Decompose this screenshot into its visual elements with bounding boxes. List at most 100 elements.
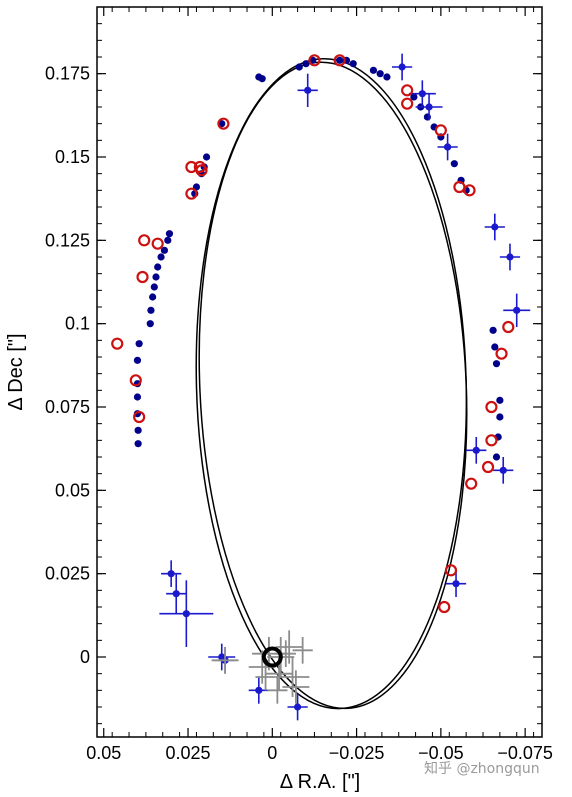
y-tick-label: 0.05 <box>55 480 90 500</box>
data-point <box>452 580 460 588</box>
data-point-open <box>401 97 414 110</box>
data-point <box>472 446 480 454</box>
data-point-open <box>133 410 146 424</box>
data-point <box>496 396 504 404</box>
x-tick-label: −0.025 <box>329 743 385 763</box>
data-point <box>152 273 160 281</box>
data-point <box>154 263 162 271</box>
data-point <box>499 466 507 474</box>
y-tick-label: 0.125 <box>45 230 90 250</box>
axis-ticks: 0.05 0.025 0 −0.025 −0.05 −0.075 0 0.025 0.05 0.0… <box>45 7 553 763</box>
data-point <box>218 120 226 128</box>
data-point <box>383 73 391 81</box>
data-point <box>410 93 418 101</box>
data-points <box>111 53 531 721</box>
data-point <box>295 63 303 71</box>
data-point <box>182 610 190 618</box>
data-point-open <box>465 477 478 490</box>
data-point <box>376 70 384 78</box>
data-point <box>167 570 175 578</box>
data-point <box>336 56 344 64</box>
data-point <box>369 66 378 74</box>
x-tick-label: 0 <box>267 743 277 763</box>
x-axis-label: Δ R.A. ["] <box>280 771 360 793</box>
data-point-open <box>463 184 476 197</box>
data-point <box>146 320 154 328</box>
data-point <box>450 160 458 168</box>
data-point-open <box>185 160 198 174</box>
x-tick-label: −0.05 <box>418 743 464 763</box>
data-point-open <box>481 460 495 474</box>
data-point <box>304 86 312 94</box>
y-tick-label: 0 <box>80 647 90 667</box>
data-point <box>202 153 211 161</box>
data-point <box>135 340 143 348</box>
x-tick-label: −0.075 <box>497 743 553 763</box>
watermark: 知乎 @zhongqun <box>424 760 540 777</box>
y-tick-label: 0.15 <box>55 147 90 167</box>
data-point <box>492 360 501 368</box>
data-point <box>293 703 302 711</box>
data-point <box>172 590 180 598</box>
data-point <box>425 103 433 111</box>
data-point-open <box>495 347 508 360</box>
data-point <box>164 236 172 244</box>
data-point-open <box>453 180 466 194</box>
data-point <box>302 60 310 68</box>
data-point <box>489 326 497 334</box>
data-point <box>398 63 406 71</box>
data-point-open <box>151 237 164 250</box>
data-point <box>134 426 142 434</box>
data-point <box>147 306 155 314</box>
data-point <box>423 113 431 121</box>
data-point <box>491 223 499 231</box>
data-point-open <box>438 600 451 614</box>
data-point-open <box>138 234 151 247</box>
plot-frame <box>96 6 543 738</box>
data-point <box>134 440 142 448</box>
data-point <box>255 686 263 694</box>
data-point-open <box>502 320 515 334</box>
data-point <box>309 56 317 64</box>
data-point-open <box>185 187 198 200</box>
data-point-open <box>485 434 498 447</box>
x-tick-label: 0.025 <box>165 743 210 763</box>
data-point <box>491 343 499 351</box>
data-point <box>160 246 169 254</box>
data-point <box>157 253 165 261</box>
central-star-marker <box>261 646 283 668</box>
data-point-open <box>333 54 346 67</box>
data-point <box>349 60 357 68</box>
central-star <box>261 646 283 668</box>
x-tick-label: 0.05 <box>86 743 121 763</box>
data-point <box>133 393 142 401</box>
y-tick-label: 0.075 <box>45 397 90 417</box>
data-point <box>496 413 504 421</box>
data-point <box>149 293 157 301</box>
data-point <box>150 283 158 291</box>
y-tick-label: 0.175 <box>45 64 90 84</box>
y-axis-label: Δ Dec ["] <box>5 333 27 410</box>
data-point <box>258 75 266 83</box>
data-point <box>165 230 174 238</box>
data-point <box>418 90 426 98</box>
data-point-open <box>136 270 149 284</box>
y-tick-label: 0.025 <box>45 564 90 584</box>
data-point <box>506 253 514 261</box>
data-point-open <box>217 117 230 130</box>
data-point <box>513 306 521 314</box>
data-point-open <box>485 400 498 414</box>
y-tick-label: 0.1 <box>65 314 90 334</box>
data-point <box>133 356 142 364</box>
data-point-open <box>308 54 321 67</box>
orbit-curves <box>195 58 468 710</box>
data-point <box>492 453 501 461</box>
data-point-open <box>111 337 124 350</box>
data-point-open <box>444 564 458 577</box>
data-point-open <box>129 374 142 387</box>
data-point-open <box>195 164 208 177</box>
data-point-open <box>401 84 414 97</box>
data-point-open <box>434 124 447 137</box>
data-point <box>444 143 452 151</box>
